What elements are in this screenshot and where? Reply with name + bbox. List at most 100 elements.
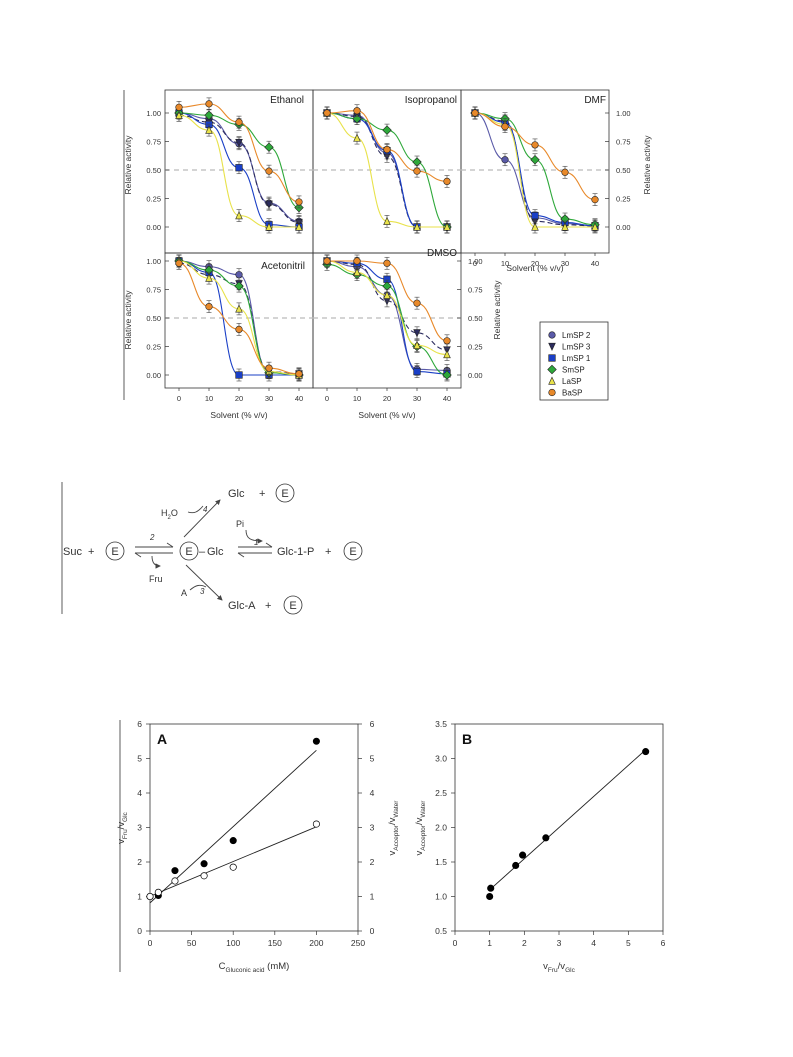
y-tick-label-right: 1 [370, 892, 375, 902]
x-tick-label: 10 [205, 394, 213, 403]
legend-label-lmsp-1: LmSP 1 [562, 354, 591, 363]
step4-arrow [183, 499, 221, 538]
data-point [265, 364, 273, 372]
data-point [353, 133, 361, 142]
enzyme-label-2: E [185, 546, 192, 558]
glc1p-label: Glc-1-P [277, 546, 314, 558]
water-uptake-arrow [187, 505, 204, 514]
sucrose-label: Suc [63, 546, 82, 558]
data-point [235, 118, 243, 126]
panel-title-isopropanol: Isopropanol [405, 95, 457, 106]
step4-number: 4 [203, 505, 208, 514]
data-point [413, 167, 421, 175]
open-data-point [200, 872, 208, 880]
data-point [353, 267, 361, 277]
y-tick-label-right: 0.00 [468, 371, 483, 380]
data-point [383, 216, 391, 225]
panel-b-y-label: vAcceptor/vWater [414, 800, 427, 856]
open-data-point [146, 892, 154, 901]
panel-a-letter: A [157, 731, 167, 747]
y-tick-label-right: 0.25 [468, 343, 483, 352]
data-point [413, 222, 421, 231]
enzyme-label-3: E [349, 546, 356, 558]
y-tick-label: 3 [137, 823, 142, 833]
x-tick-label: 0 [325, 394, 329, 403]
data-point [471, 109, 479, 117]
x-tick-label: 250 [351, 938, 365, 948]
open-fit-line [149, 826, 317, 897]
enzyme-label-5: E [289, 600, 296, 612]
y-tick-label: 0.25 [146, 195, 161, 204]
water-label: H2O [161, 508, 178, 521]
data-point [561, 168, 569, 176]
y-tick-label: 1.00 [146, 257, 161, 266]
data-point [235, 139, 243, 148]
enzyme-glucosyl-label: Glc [207, 546, 224, 558]
x-tick-label: 0 [148, 938, 153, 948]
panel-b-letter: B [462, 731, 472, 747]
series-basp [175, 256, 303, 381]
legend-label-lmsp-2: LmSP 2 [562, 331, 591, 340]
y-tick-label-right: 1.00 [616, 109, 631, 118]
data-point [383, 145, 391, 154]
data-point [443, 337, 451, 345]
open-data-point [312, 820, 320, 828]
legend-marker-lasp [548, 376, 556, 385]
filled-data-point [312, 737, 320, 745]
data-point [642, 748, 650, 756]
panel-a-y-label-right: vAcceptor/vWater [387, 800, 400, 856]
y-tick-label: 1.00 [146, 109, 161, 118]
x-tick-label: 40 [295, 394, 303, 403]
y-tick-label-right: 0.75 [468, 286, 483, 295]
data-point [443, 349, 451, 359]
legend-label-lmsp-3: LmSP 3 [562, 343, 591, 352]
y-label-bottom-left: Relative activity [123, 290, 133, 350]
fit-curve [474, 112, 596, 226]
data-point [383, 259, 391, 267]
panel-a-y-label-left: vFru/vGlc [116, 811, 129, 843]
data-point [235, 325, 243, 334]
y-tick-label-right: 0.50 [616, 166, 631, 175]
data-point [265, 200, 273, 209]
pi-uptake-arrow [245, 529, 263, 544]
legend-marker-smsp [547, 364, 557, 375]
x-label-dmso: Solvent (% v/v) [358, 410, 415, 420]
step1-number: 1 [254, 538, 258, 547]
data-point [323, 257, 331, 265]
x-tick-label: 1 [487, 938, 492, 948]
y-tick-label: 6 [137, 719, 142, 729]
panel-isopropanol: Isopropanol [313, 95, 461, 234]
x-tick-label: 2 [522, 938, 527, 948]
data-point [561, 222, 569, 231]
data-point [413, 329, 421, 338]
data-point [353, 257, 361, 265]
filled-data-point [200, 860, 208, 868]
panel-ethanol: Ethanol 0.00 0.25 0.50 0.75 1.00 [146, 95, 313, 234]
y-tick-label-right: 3 [370, 823, 375, 833]
data-point [204, 110, 214, 121]
enzyme-circle-2 [179, 541, 199, 561]
enzyme-circle-1 [105, 541, 125, 561]
legend-marker-lmsp-3 [548, 342, 556, 352]
data-point [265, 167, 273, 175]
data-point [542, 834, 550, 842]
y-tick-label: 0 [137, 926, 142, 936]
panel-frame-isopropanol [312, 89, 462, 254]
legend-marker-basp [548, 388, 556, 397]
y-tick-label: 0.75 [146, 286, 161, 295]
enzyme-circle-4 [275, 483, 295, 503]
step3-arrow [185, 564, 223, 601]
x-tick-label: 3 [557, 938, 562, 948]
series-lasp [323, 254, 451, 361]
data-point [353, 107, 361, 115]
data-point [295, 198, 303, 206]
y-label-top-right: Relative activity [642, 135, 652, 195]
filled-fit-line [149, 749, 317, 904]
fit-curve [474, 112, 595, 228]
panel-title-ethanol: Ethanol [270, 95, 304, 106]
step3-number: 3 [200, 587, 205, 596]
data-point [413, 340, 421, 349]
y-tick-label: 1.0 [435, 892, 447, 902]
fit-curve [474, 112, 596, 227]
